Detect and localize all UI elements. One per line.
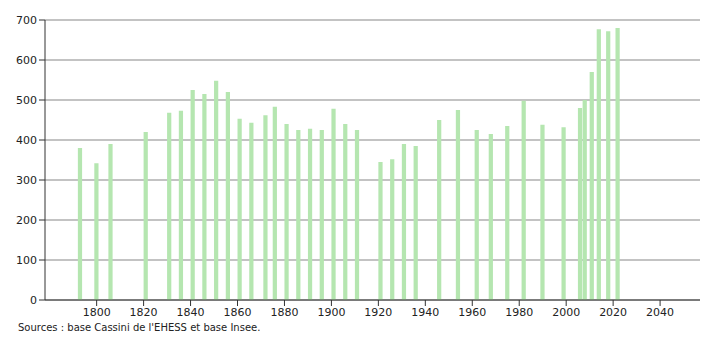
svg-text:600: 600 <box>16 54 37 67</box>
svg-text:500: 500 <box>16 94 37 107</box>
svg-text:300: 300 <box>16 174 37 187</box>
svg-text:1920: 1920 <box>364 306 392 319</box>
svg-text:1800: 1800 <box>83 306 111 319</box>
svg-text:100: 100 <box>16 254 37 267</box>
svg-text:2040: 2040 <box>646 306 674 319</box>
svg-text:1840: 1840 <box>177 306 205 319</box>
svg-text:1880: 1880 <box>270 306 298 319</box>
svg-text:1960: 1960 <box>458 306 486 319</box>
svg-text:2000: 2000 <box>552 306 580 319</box>
svg-text:1900: 1900 <box>317 306 345 319</box>
svg-text:1940: 1940 <box>411 306 439 319</box>
svg-text:1860: 1860 <box>224 306 252 319</box>
html-text:Sources : base Cassini de l'EH: Sources : base Cassini de l'EHESS et bas… <box>18 322 261 333</box>
svg-text:1820: 1820 <box>130 306 158 319</box>
svg-text:2020: 2020 <box>599 306 627 319</box>
svg-text:400: 400 <box>16 134 37 147</box>
svg-text:200: 200 <box>16 214 37 227</box>
svg-text:0: 0 <box>30 294 37 307</box>
svg-text:700: 700 <box>16 14 37 27</box>
svg-text:1980: 1980 <box>505 306 533 319</box>
